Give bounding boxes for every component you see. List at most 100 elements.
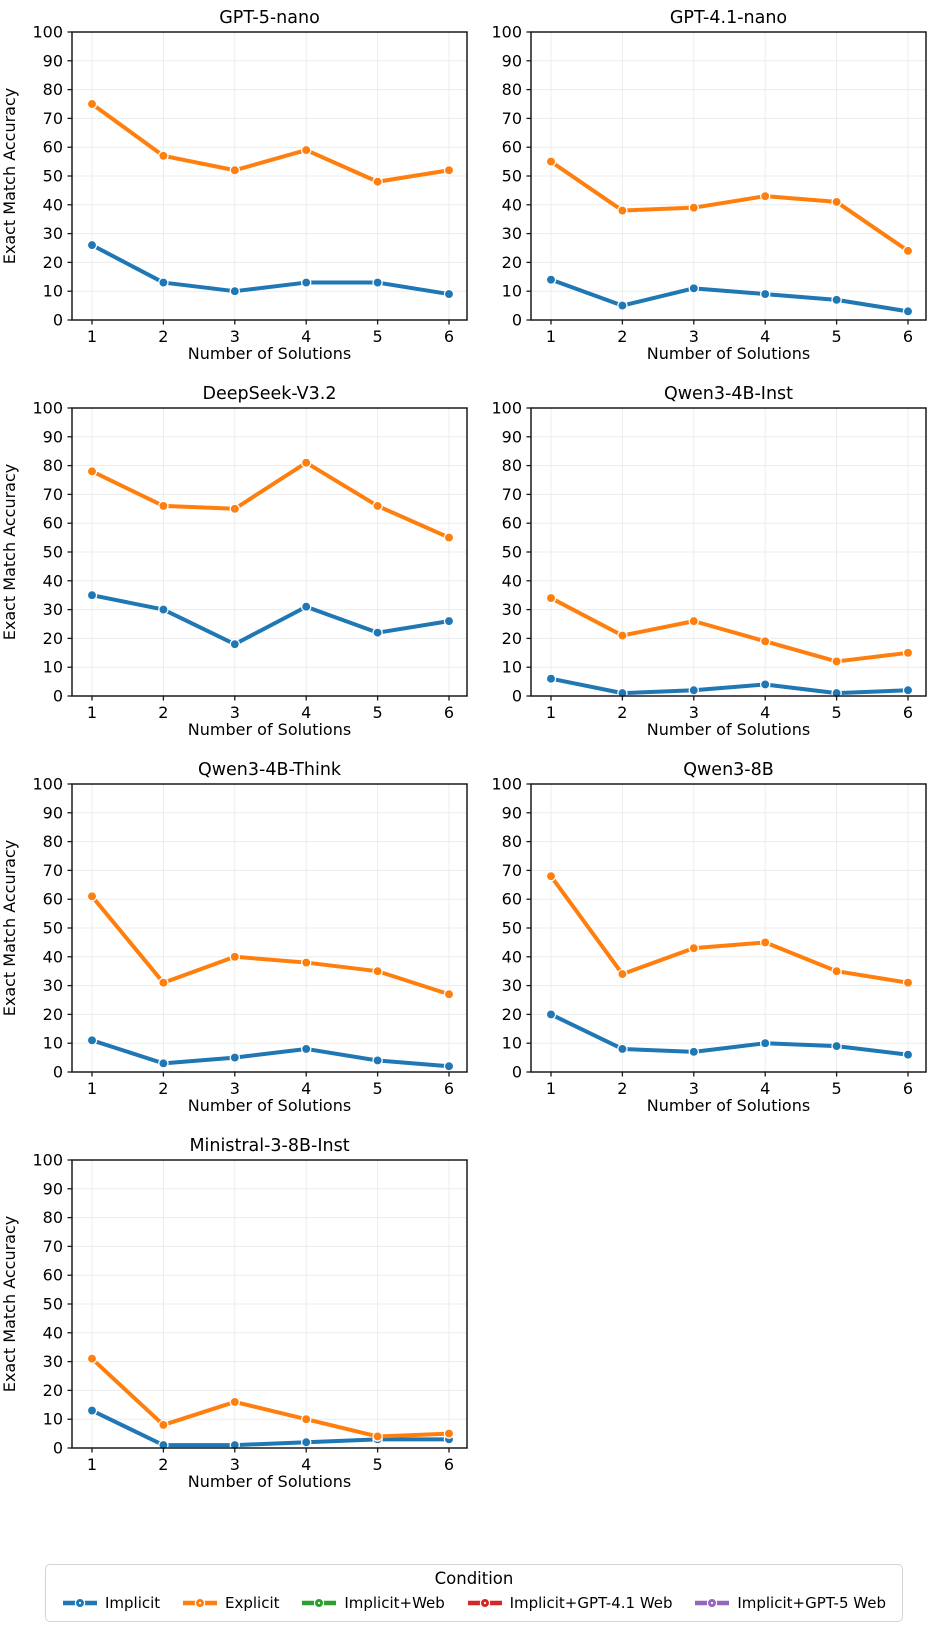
y-tick-label: 0: [53, 1439, 63, 1458]
data-point-explicit: [831, 196, 842, 208]
x-tick-label: 6: [903, 703, 913, 722]
y-tick-label: 30: [43, 1352, 63, 1371]
data-point-implicit: [831, 294, 842, 306]
subplot-qwen3-8b: 0 10 20 30 40 50 60 70 80 90 100 1 2 3 4 5 6 Qwen3-8B Numb…: [473, 752, 946, 1128]
x-axis-label: Number of Solutions: [647, 1096, 810, 1115]
y-tick-label: 100: [491, 775, 522, 794]
data-point-explicit: [229, 164, 241, 176]
y-tick-label: 50: [502, 919, 522, 938]
data-point-explicit: [372, 176, 383, 188]
x-tick-label: 3: [230, 1079, 240, 1098]
x-tick-label: 4: [301, 703, 311, 722]
series-line-implicit: [550, 277, 909, 314]
x-tick-label: 5: [373, 703, 383, 722]
data-point-implicit: [300, 1436, 312, 1448]
y-tick-label: 90: [502, 427, 522, 446]
x-tick-label: 2: [158, 703, 168, 722]
data-point-implicit: [86, 1035, 98, 1046]
x-tick-label: 4: [301, 1455, 311, 1474]
data-point-implicit: [158, 277, 169, 288]
data-point-implicit: [86, 1405, 98, 1416]
data-point-explicit: [86, 1353, 98, 1364]
data-point-explicit: [443, 532, 455, 543]
legend-entry-implicit-gpt-4-1-web: Implicit+GPT-4.1 Web: [467, 1594, 673, 1612]
y-tick-label: 0: [512, 687, 522, 706]
data-point-implicit: [158, 604, 169, 615]
series-line-implicit: [91, 1408, 449, 1448]
legend-marker-implicit-icon: [63, 1597, 97, 1608]
x-tick-label: 2: [617, 703, 627, 722]
y-tick-label: 30: [502, 600, 522, 619]
data-point-explicit: [617, 630, 628, 641]
data-point-implicit: [300, 1043, 312, 1055]
y-tick-label: 10: [43, 658, 63, 677]
series-line-implicit: [91, 243, 450, 297]
data-point-implicit: [831, 1040, 842, 1052]
x-axis-label: Number of Solutions: [188, 344, 351, 363]
data-point-implicit: [300, 277, 312, 288]
data-point-implicit: [688, 684, 700, 696]
data-point-explicit: [688, 615, 700, 627]
y-axis-label: Exact Match Accuracy: [0, 840, 19, 1017]
data-point-explicit: [545, 870, 557, 882]
y-tick-label: 20: [502, 1005, 522, 1024]
data-point-explicit: [443, 1428, 455, 1439]
y-tick-label: 40: [43, 571, 63, 590]
y-tick-label: 60: [502, 890, 522, 909]
legend-entry-label: Implicit+Web: [344, 1593, 445, 1612]
charts-grid: 0 10 20 30 40 50 60 70 80 90 100 1 2 3 4 5 6 GPT-5-nano Nu…: [0, 8, 946, 1504]
y-tick-label: 40: [43, 1323, 63, 1342]
x-tick-label: 1: [87, 1455, 97, 1474]
series-line-explicit: [91, 460, 450, 540]
x-tick-label: 5: [832, 703, 842, 722]
y-tick-label: 100: [32, 399, 63, 418]
x-tick-label: 1: [87, 703, 97, 722]
x-tick-label: 2: [617, 1079, 627, 1098]
x-tick-label: 1: [546, 703, 556, 722]
empty-plot-slot: [473, 1128, 946, 1504]
legend-entry-label: Implicit+GPT-5 Web: [737, 1593, 886, 1612]
data-point-implicit: [229, 1052, 241, 1063]
y-tick-label: 10: [502, 1034, 522, 1053]
data-point-explicit: [443, 988, 455, 1000]
y-tick-label: 10: [43, 282, 63, 301]
x-tick-label: 4: [301, 1079, 311, 1098]
data-point-implicit: [688, 283, 700, 294]
data-point-implicit: [229, 285, 241, 297]
y-tick-label: 0: [512, 1063, 522, 1082]
x-tick-label: 6: [444, 703, 454, 722]
data-point-implicit: [902, 684, 914, 696]
y-tick-label: 60: [43, 138, 63, 157]
y-tick-label: 50: [502, 543, 522, 562]
y-tick-label: 20: [502, 253, 522, 272]
x-tick-label: 3: [230, 1455, 240, 1474]
data-point-explicit: [229, 951, 241, 963]
chart-svg: 0 10 20 30 40 50 60 70 80 90 100 1 2 3 4 5 6 DeepSeek-V3.…: [0, 384, 468, 739]
data-point-implicit: [545, 1009, 557, 1020]
series-line-implicit: [550, 1012, 909, 1057]
y-tick-label: 100: [491, 399, 522, 418]
x-tick-label: 6: [444, 1455, 454, 1474]
data-point-explicit: [617, 205, 628, 216]
subplot-deepseek-v3-2: 0 10 20 30 40 50 60 70 80 90 100 1 2 3 4 5 6 DeepSeek-V3.…: [0, 376, 473, 752]
y-tick-label: 50: [502, 167, 522, 186]
chart-svg: 0 10 20 30 40 50 60 70 80 90 100 1 2 3 4 5 6 Qwen3-4B-Ins…: [491, 384, 927, 739]
data-point-implicit: [372, 1055, 383, 1066]
x-tick-label: 1: [546, 327, 556, 346]
x-tick-label: 4: [760, 327, 770, 346]
x-axis-label: Number of Solutions: [188, 1096, 351, 1115]
y-tick-label: 0: [512, 311, 522, 330]
data-point-implicit: [86, 239, 98, 251]
legend-entries: Implicit Explicit Implicit+Web Implicit+GPT…: [46, 1590, 902, 1612]
x-axis-label: Number of Solutions: [188, 1472, 351, 1491]
y-tick-label: 90: [502, 51, 522, 70]
y-tick-label: 50: [43, 919, 63, 938]
data-point-explicit: [300, 144, 312, 156]
chart-svg: 0 10 20 30 40 50 60 70 80 90 100 1 2 3 4 5 6 GPT-5-nano Nu…: [0, 8, 468, 363]
chart-title: Qwen3-8B: [683, 760, 774, 780]
y-tick-label: 10: [502, 658, 522, 677]
y-axis-label: Exact Match Accuracy: [0, 1216, 19, 1393]
y-tick-label: 60: [43, 514, 63, 533]
y-tick-label: 90: [502, 803, 522, 822]
y-tick-label: 10: [502, 282, 522, 301]
